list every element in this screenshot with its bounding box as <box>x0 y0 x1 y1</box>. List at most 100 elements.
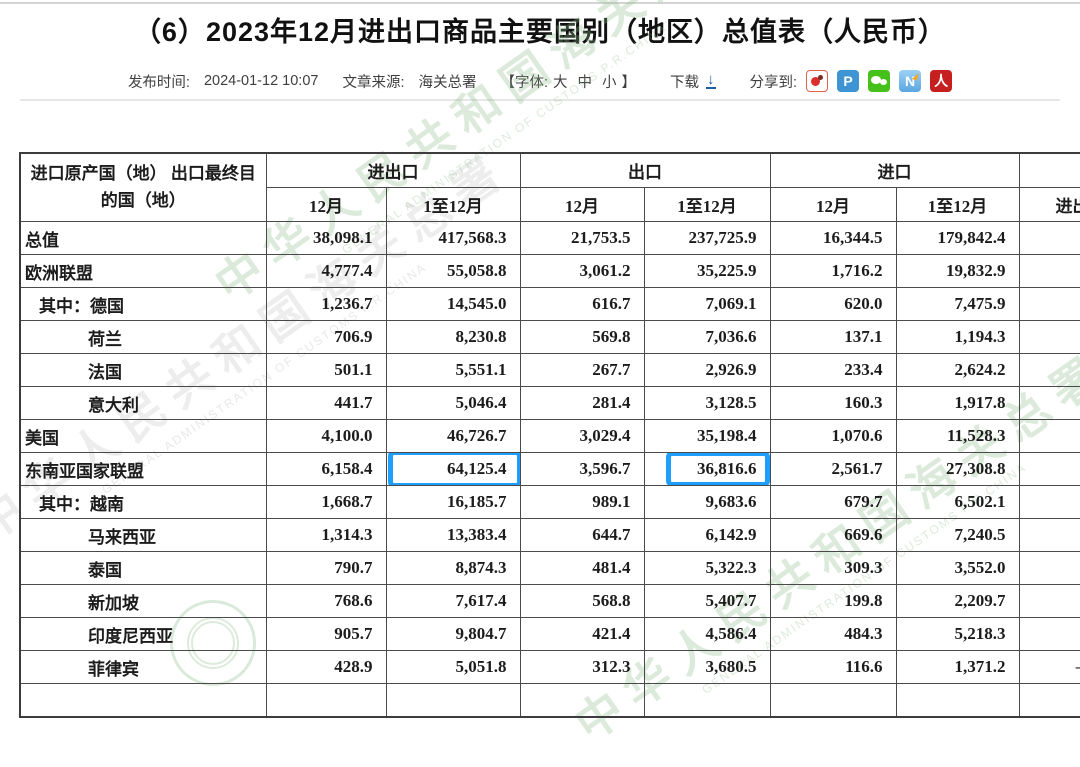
value-cell: 644.7 <box>519 518 645 552</box>
value-cell <box>769 683 897 718</box>
row-label: 意大利 <box>19 386 267 420</box>
header-country: 进口原产国（地） 出口最终目的国（地） <box>19 152 267 222</box>
row-label: 新加坡 <box>19 584 267 618</box>
table-row: 新加坡 768.6 7,617.4 568.8 5,407.7 199.8 2,209.7 <box>19 584 1080 618</box>
value-cell: 179,842.4 <box>895 221 1020 255</box>
table-row: 其中：德国 1,236.7 14,545.0 616.7 7,069.1 620.0 7,4… <box>19 287 1080 321</box>
header-sub-dec: 12月 <box>519 187 645 222</box>
download-label: 下载 <box>670 74 700 91</box>
value-cell: 312.3 <box>519 650 645 684</box>
value-cell: 11,528.3 <box>895 419 1020 453</box>
highlighted-value-cell: 36,816.6 <box>643 452 771 486</box>
value-cell: 14,545.0 <box>385 287 521 321</box>
table-row: 总值 38,098.1 417,568.3 21,753.5 237,725.9 16,3… <box>19 221 1080 255</box>
value-cell: 160.3 <box>769 386 897 420</box>
value-cell: 5,218.3 <box>895 617 1020 651</box>
value-cell: 9,683.6 <box>643 485 771 519</box>
value-cell: 5,046.4 <box>385 386 521 420</box>
publish-time-value: 2024-01-12 10:07 <box>203 73 319 89</box>
value-cell: 7,069.1 <box>643 287 771 321</box>
header-group-imports-exports: 进出口 <box>265 152 521 188</box>
people-daily-icon[interactable]: 人 <box>930 70 953 92</box>
font-size-close: 】 <box>621 74 637 91</box>
partial-column-cell <box>1018 683 1080 718</box>
header-group-exports: 出口 <box>519 152 771 188</box>
row-label: 泰国 <box>19 551 267 585</box>
value-cell: 5,322.3 <box>643 551 771 585</box>
partial-column-cell <box>1018 386 1080 420</box>
value-cell: 237,725.9 <box>643 221 771 255</box>
value-cell: 5,051.8 <box>385 650 521 684</box>
tencent-weibo-icon[interactable]: P <box>837 70 860 92</box>
value-cell: 1,070.6 <box>769 419 897 453</box>
value-cell: 13,383.4 <box>385 518 521 552</box>
value-cell: 281.4 <box>519 386 645 420</box>
table-row: 东南亚国家联盟 6,158.4 64,125.4 3,596.7 36,816.6 2,5… <box>19 452 1080 486</box>
header-sub-jan-dec: 1至12月 <box>895 187 1020 222</box>
value-cell: 417,568.3 <box>385 221 521 255</box>
font-size-large-button[interactable]: 大 <box>553 74 568 91</box>
header-group-imports: 进口 <box>769 152 1020 188</box>
value-cell: 7,617.4 <box>385 584 521 618</box>
table-body: 总值 38,098.1 417,568.3 21,753.5 237,725.9 16,3… <box>19 221 1080 718</box>
value-cell: 616.7 <box>519 287 645 321</box>
value-cell: 199.8 <box>769 584 897 618</box>
value-cell: 19,832.9 <box>895 254 1020 288</box>
row-label: 马来西亚 <box>19 518 267 552</box>
wechat-icon[interactable] <box>868 70 891 92</box>
value-cell: 35,198.4 <box>643 419 771 453</box>
page-title: （6）2023年12月进出口商品主要国别（地区）总值表（人民币） <box>133 17 947 47</box>
partial-column-cell <box>1018 254 1080 288</box>
value-cell: 137.1 <box>769 320 897 354</box>
news-n-icon[interactable]: N <box>899 70 922 92</box>
value-cell: 6,158.4 <box>265 452 387 486</box>
value-cell: 1,371.2 <box>895 650 1020 684</box>
value-cell: 7,475.9 <box>895 287 1020 321</box>
value-cell: 3,029.4 <box>519 419 645 453</box>
partial-column-cell <box>1018 452 1080 486</box>
font-size-small-button[interactable]: 小 <box>602 74 617 91</box>
row-label: 其中：越南 <box>19 485 267 519</box>
value-cell: 620.0 <box>769 287 897 321</box>
font-size-medium-button[interactable]: 中 <box>577 74 593 91</box>
value-cell: 768.6 <box>265 584 387 618</box>
partial-column-cell <box>1018 485 1080 519</box>
value-cell: 35,225.9 <box>643 254 771 288</box>
article-meta-bar: 发布时间: 2024-01-12 10:07 文章来源: 海关总署 【字体: 大… <box>0 68 1080 94</box>
header-sub-jan-dec: 1至12月 <box>643 187 771 222</box>
value-cell: 4,100.0 <box>265 419 387 453</box>
share-label: 分享到: <box>749 74 798 91</box>
value-cell: 421.4 <box>519 617 645 651</box>
value-cell: 267.7 <box>519 353 645 387</box>
value-cell: 16,344.5 <box>769 221 897 255</box>
value-cell: 8,874.3 <box>385 551 521 585</box>
value-cell: 21,753.5 <box>519 221 645 255</box>
sina-weibo-icon[interactable] <box>806 70 829 92</box>
value-cell: 38,098.1 <box>265 221 387 255</box>
meta-divider <box>20 99 1060 101</box>
value-cell: 3,596.7 <box>519 452 645 486</box>
header-sub-jan-dec: 1至12月 <box>385 187 521 222</box>
row-label: 东南亚国家联盟 <box>19 452 267 486</box>
share-bar: 分享到: P N 人 <box>750 70 953 92</box>
table-row: 马来西亚 1,314.3 13,383.4 644.7 6,142.9 669.6 7,24… <box>19 518 1080 552</box>
value-cell: 116.6 <box>769 650 897 684</box>
row-label: 总值 <box>19 221 267 255</box>
table-row: 法国 501.1 5,551.1 267.7 2,926.9 233.4 2,624.2 <box>19 353 1080 387</box>
value-cell: 706.9 <box>265 320 387 354</box>
table-row: 印度尼西亚 905.7 9,804.7 421.4 4,586.4 484.3 5,218.… <box>19 617 1080 651</box>
value-cell: 669.6 <box>769 518 897 552</box>
country-totals-table: 进口原产国（地） 出口最终目的国（地） 进出口 出口 进口 12月 1至12月 … <box>19 152 1080 718</box>
value-cell <box>385 683 521 718</box>
value-cell: 9,804.7 <box>385 617 521 651</box>
value-cell <box>895 683 1020 718</box>
value-cell: 1,236.7 <box>265 287 387 321</box>
value-cell <box>643 683 771 718</box>
download-button[interactable]: 下载 ↓ <box>670 71 716 92</box>
value-cell <box>265 683 387 718</box>
value-cell: 4,777.4 <box>265 254 387 288</box>
value-cell: 568.8 <box>519 584 645 618</box>
row-label: 其中：德国 <box>19 287 267 321</box>
value-cell: 309.3 <box>769 551 897 585</box>
partial-column-cell <box>1018 419 1080 453</box>
